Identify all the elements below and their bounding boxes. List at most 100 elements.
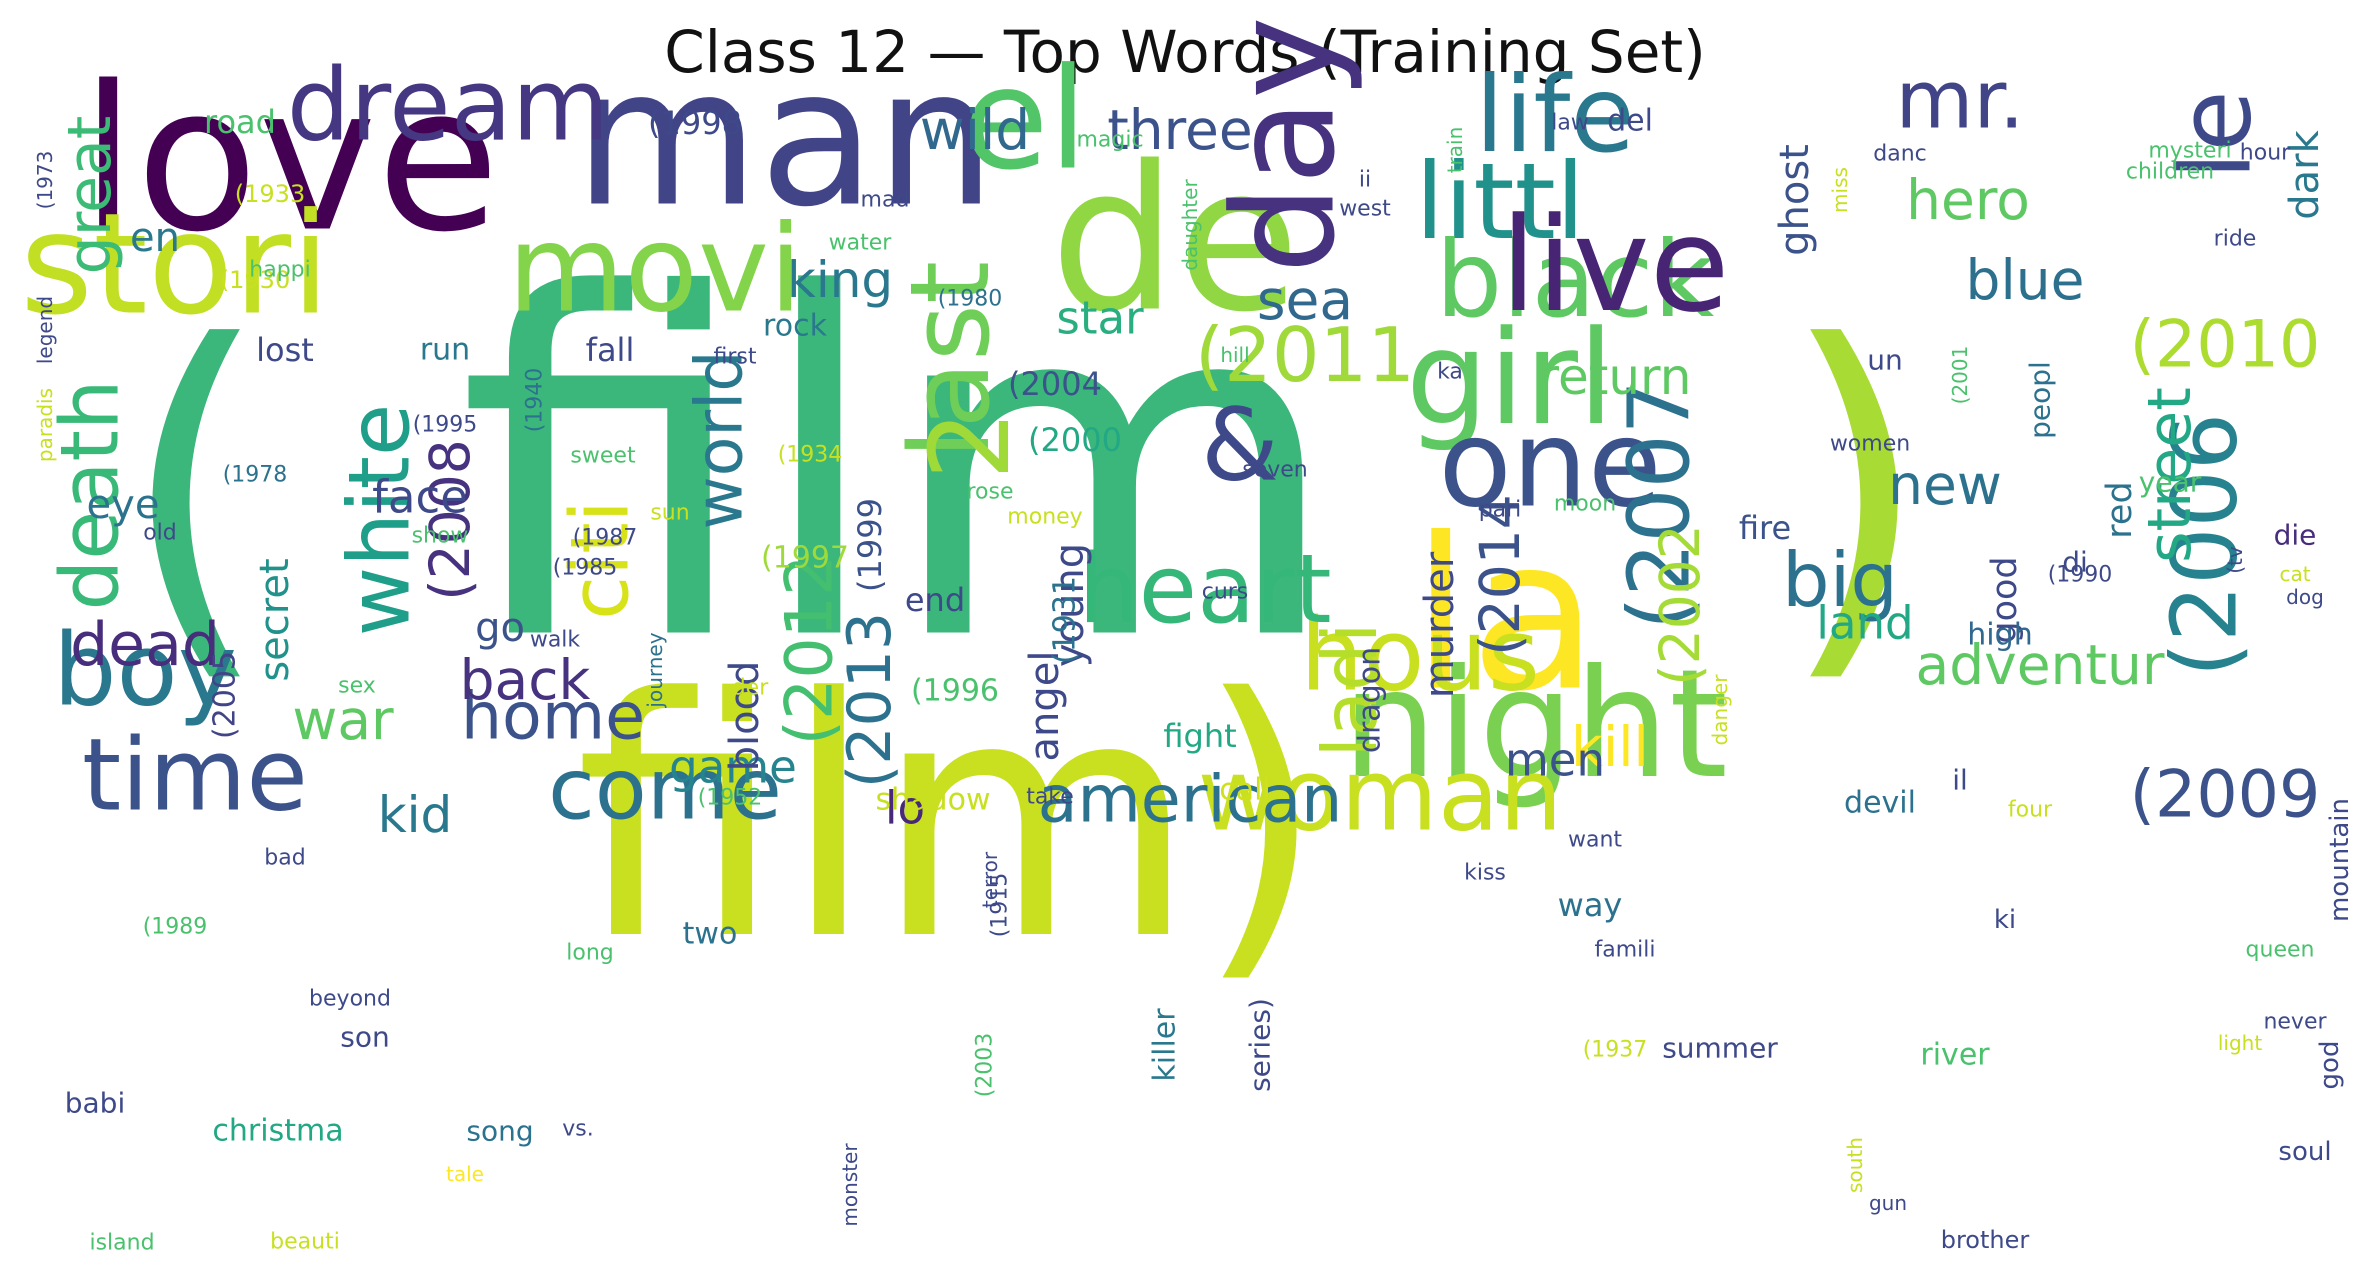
word-one-19: one — [1438, 396, 1661, 535]
word-danger-148: danger — [1708, 674, 1732, 746]
word-women-176: women — [1830, 432, 1910, 457]
word-dead-47: dead — [70, 610, 220, 680]
word-ladi-41: ladi — [1306, 622, 1394, 757]
word-live-16: live — [1500, 189, 1729, 341]
word-go-83: go — [475, 605, 525, 651]
word-happi-158: happi — [249, 258, 310, 283]
word-1933-127: (1933 — [235, 180, 305, 208]
word-1995-132: (1995 — [413, 413, 478, 438]
word-god-124: god — [2315, 1041, 2345, 1090]
word-war-67: war — [292, 688, 394, 752]
word-fire-92: fire — [1739, 509, 1791, 547]
word-2-21: 2 — [906, 410, 1034, 480]
word-monster-153: monster — [838, 1143, 862, 1227]
word-game-69: game — [669, 741, 797, 794]
word-land-66: land — [1816, 597, 1913, 650]
word-stori-8: stori — [20, 184, 330, 347]
word-2012-43: (2012 — [773, 555, 848, 746]
word-devil-105: devil — [1844, 786, 1916, 821]
word-children-167: children — [2126, 160, 2214, 185]
word-day-11: day — [1204, 16, 1367, 274]
word-blood-74: blood — [722, 661, 768, 772]
word-dog-185: dog — [2286, 585, 2324, 609]
word-tale-198: tale — [446, 1162, 484, 1186]
word-end-94: end — [905, 581, 965, 619]
word-un-119: un — [1867, 344, 1903, 377]
word-1987-134: (1987 — [573, 526, 638, 551]
word-white-32: white — [331, 404, 430, 637]
word-magic-155: magic — [1076, 128, 1143, 153]
word-kid-59: kid — [378, 786, 453, 844]
word-ki-121: ki — [1994, 905, 2016, 935]
word-la-9: la — [1411, 493, 1598, 738]
word-2014-57: (2014 — [1468, 494, 1532, 655]
word-death-31: death — [44, 379, 137, 610]
word-die-117: die — [2274, 519, 2317, 552]
word-1952-136: (1952 — [698, 786, 763, 811]
word-seven-171: seven — [1242, 458, 1308, 483]
word-come-36: come — [548, 741, 782, 840]
word-il-115: il — [1952, 764, 1968, 797]
word-time-25: time — [82, 717, 308, 834]
word-face-68: face — [372, 471, 468, 524]
word-king-61: king — [787, 251, 893, 309]
word-secret-73: secret — [252, 558, 298, 681]
word-train-152: train — [1443, 127, 1467, 174]
word-tv-144: (tv — [2223, 546, 2247, 574]
word-man-5: man — [574, 28, 996, 249]
word-2006-22: (2006 — [2153, 413, 2258, 677]
word-2007-27: (2007 — [1611, 380, 1710, 629]
word-2011-34: (2011 — [1195, 311, 1415, 399]
word-take-186: take — [1026, 785, 1074, 810]
word-return-62: return — [1539, 348, 1692, 406]
word-del-100: del — [1607, 104, 1653, 139]
word-film-2: film) — [575, 628, 1325, 1012]
word-heart-29: heart — [1078, 535, 1331, 645]
word-adventur-58: adventur — [1916, 633, 2165, 697]
word-vs-197: vs. — [562, 1117, 593, 1142]
word-long-191: long — [566, 941, 613, 966]
word-big-39: big — [1782, 536, 1898, 624]
word-woman-24: woman — [1197, 737, 1562, 854]
word-1978-133: (1978 — [223, 463, 288, 488]
word-journey-147: journey — [643, 632, 667, 708]
word-show-178: show — [412, 524, 469, 549]
word-fight-101: fight — [1163, 717, 1236, 755]
word-2004-84: (2004 — [1008, 365, 1102, 403]
word-sun-179: sun — [650, 501, 689, 526]
word-angel-71: angel — [1022, 651, 1068, 762]
word-law-163: law — [1551, 111, 1589, 136]
word-boy-26: boy — [53, 612, 237, 729]
word-sea-64: sea — [1257, 268, 1353, 332]
word-1930-128: (1930 — [220, 266, 290, 294]
word-road-99: road — [204, 103, 276, 141]
word-famili-192: famili — [1595, 938, 1656, 963]
word-night-10: night — [1342, 638, 1728, 812]
word-hour-166: hour — [2240, 141, 2291, 166]
word-kill-54: kill — [1571, 715, 1649, 779]
word-money-173: money — [1007, 505, 1082, 530]
word-dream-23: dream — [287, 47, 610, 164]
word-run-97: run — [420, 333, 470, 368]
word-first-159: first — [714, 345, 757, 370]
word-peopl-120: peopl — [2024, 361, 2057, 439]
word-1989-137: (1989 — [143, 915, 208, 940]
word-son-111: son — [340, 1021, 389, 1054]
word-water-157: water — [829, 231, 893, 256]
word-citi-35: citi — [554, 500, 647, 620]
word-legend-146: legend — [33, 296, 57, 364]
word-blue-53: blue — [1966, 248, 2085, 312]
word-1990-141: (1990 — [2048, 563, 2113, 588]
word-west-162: west — [1339, 197, 1391, 222]
word-daughter-149: daughter — [1178, 179, 1202, 271]
word-1985-135: (1985 — [553, 556, 618, 581]
word-summer-113: summer — [1662, 1032, 1778, 1065]
word-sex-182: sex — [338, 674, 376, 699]
word-year-118: year — [2139, 466, 2202, 499]
word-dragon-104: dragon — [1353, 647, 1388, 753]
word-movi-18: movi — [508, 201, 803, 340]
word-1999-87: (1999 — [851, 498, 889, 592]
word-murder-70: murder — [1417, 551, 1463, 698]
word-killer-109: killer — [1148, 1008, 1183, 1082]
word-black-14: black — [1436, 219, 1715, 341]
